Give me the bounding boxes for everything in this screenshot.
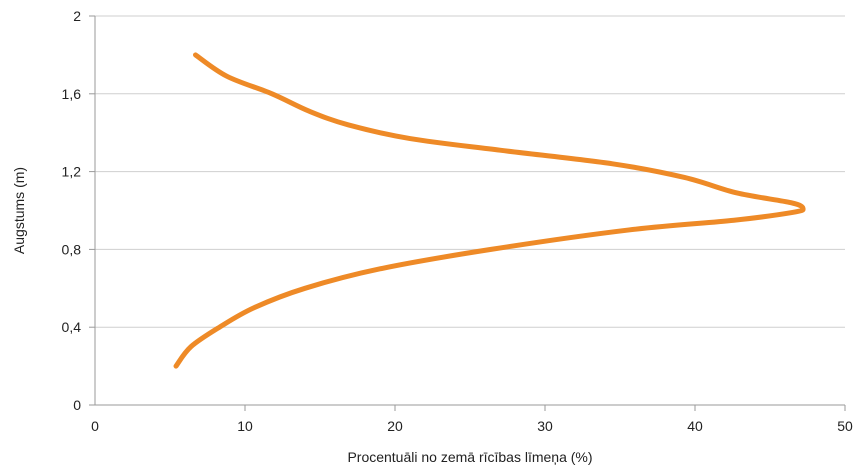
grid-layer [95,15,845,328]
x-tick-label: 40 [687,418,703,434]
series-layer [173,52,806,369]
x-tick-label: 50 [837,418,853,434]
tick-label-layer: 00,40,81,21,620 10 20 30 40 50 [62,8,853,434]
y-axis-title: Augstums (m) [11,167,27,254]
y-tick-label: 1,6 [62,86,82,102]
y-tick-label: 0 [73,397,81,413]
x-axis-title: Procentuāli no zemā rīcības līmeņa (%) [347,449,592,465]
axis-layer [89,15,846,411]
series-line-0 [173,52,806,369]
x-tick-label: 0 [91,418,99,434]
y-tick-label: 0,8 [62,241,82,257]
y-tick-label: 0,4 [62,319,82,335]
x-tick-label: 10 [237,418,253,434]
y-tick-label: 1,2 [62,164,82,180]
x-tick-label: 20 [387,418,403,434]
y-tick-label: 2 [73,8,81,24]
x-tick-label: 30 [537,418,553,434]
